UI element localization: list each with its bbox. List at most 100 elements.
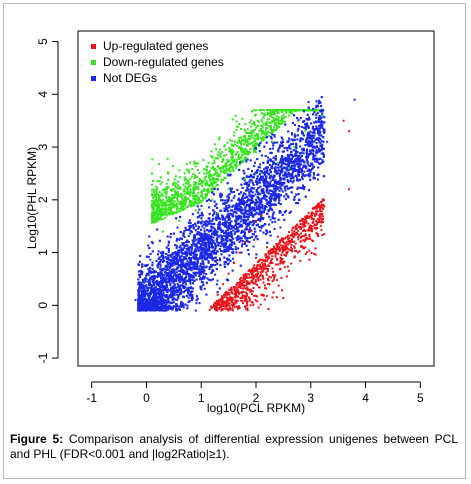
point-up xyxy=(218,298,221,301)
point-down xyxy=(260,125,263,127)
point-up xyxy=(260,258,263,261)
point-down xyxy=(183,188,186,191)
point-up xyxy=(221,307,223,310)
point-down xyxy=(235,161,238,164)
point-down xyxy=(208,184,211,187)
point-up xyxy=(314,247,317,250)
point-up xyxy=(251,278,254,280)
point-down xyxy=(285,109,287,112)
point-up xyxy=(239,287,242,290)
point-down xyxy=(151,207,154,210)
point-down xyxy=(237,153,240,156)
point-up xyxy=(230,303,233,306)
point-up xyxy=(225,296,228,299)
points-layer xyxy=(134,96,356,312)
point-down xyxy=(206,193,208,195)
point-down xyxy=(194,174,196,177)
point-down xyxy=(161,194,164,197)
point-up xyxy=(283,245,286,248)
point-down xyxy=(220,181,223,184)
point-down xyxy=(260,118,263,121)
point-down xyxy=(194,186,197,189)
point-down xyxy=(171,194,174,197)
point-down xyxy=(152,188,155,191)
point-down xyxy=(202,179,205,182)
point-down xyxy=(231,140,234,143)
point-down xyxy=(308,109,311,112)
point-up xyxy=(238,282,241,284)
point-up xyxy=(265,295,268,298)
point-up xyxy=(248,299,251,302)
point-down xyxy=(228,159,231,162)
point-up xyxy=(299,228,302,230)
point-down xyxy=(184,185,187,188)
point-up xyxy=(319,213,322,215)
point-down xyxy=(233,131,236,134)
point-down xyxy=(172,183,175,186)
point-up xyxy=(254,294,257,297)
point-up xyxy=(259,303,262,306)
point-down xyxy=(189,201,192,204)
point-down xyxy=(192,186,195,189)
point-down xyxy=(225,167,228,170)
point-up xyxy=(259,263,262,266)
point-down xyxy=(277,123,280,126)
point-up xyxy=(281,237,284,240)
point-down xyxy=(230,153,233,156)
point-down xyxy=(209,183,212,186)
point-up xyxy=(242,273,245,276)
point-up xyxy=(294,225,297,227)
point-up xyxy=(307,215,310,218)
point-down xyxy=(260,131,263,134)
point-up xyxy=(322,199,325,202)
point-up xyxy=(231,292,234,295)
point-down xyxy=(163,212,166,215)
point-up xyxy=(221,295,224,298)
point-down xyxy=(201,199,204,202)
point-down xyxy=(189,204,192,207)
point-up xyxy=(279,244,282,247)
point-down xyxy=(217,166,220,169)
point-up xyxy=(307,237,309,240)
point-up xyxy=(276,248,279,251)
point-up xyxy=(263,267,266,270)
point-down xyxy=(276,109,279,112)
point-up xyxy=(243,294,246,297)
point-down xyxy=(256,124,259,127)
point-down xyxy=(166,208,169,211)
point-down xyxy=(266,111,269,114)
point-down xyxy=(203,177,206,180)
point-down xyxy=(213,143,216,146)
point-up xyxy=(259,266,262,269)
point-up xyxy=(282,262,285,265)
point-down xyxy=(160,217,163,220)
point-down xyxy=(211,190,214,193)
point-down xyxy=(223,171,226,174)
point-down xyxy=(165,188,168,191)
point-up xyxy=(217,301,220,304)
point-down xyxy=(180,196,183,199)
point-up xyxy=(249,288,252,291)
point-up xyxy=(225,292,228,295)
point-down xyxy=(220,151,223,154)
point-up xyxy=(267,308,270,310)
point-down xyxy=(249,136,252,139)
point-up xyxy=(262,263,265,266)
point-down xyxy=(274,123,277,126)
point-up xyxy=(244,305,247,308)
point-down xyxy=(160,210,163,213)
point-down xyxy=(194,202,197,205)
point-down xyxy=(198,180,201,182)
point-up xyxy=(262,260,265,263)
point-down xyxy=(153,211,155,214)
point-up xyxy=(323,205,326,208)
point-down xyxy=(204,176,207,179)
point-down xyxy=(258,109,261,112)
point-up xyxy=(257,279,260,282)
point-up xyxy=(299,235,302,238)
point-down xyxy=(313,109,316,112)
point-up xyxy=(225,304,228,307)
point-down xyxy=(276,125,279,127)
point-up xyxy=(271,296,274,299)
point-down xyxy=(255,137,258,140)
